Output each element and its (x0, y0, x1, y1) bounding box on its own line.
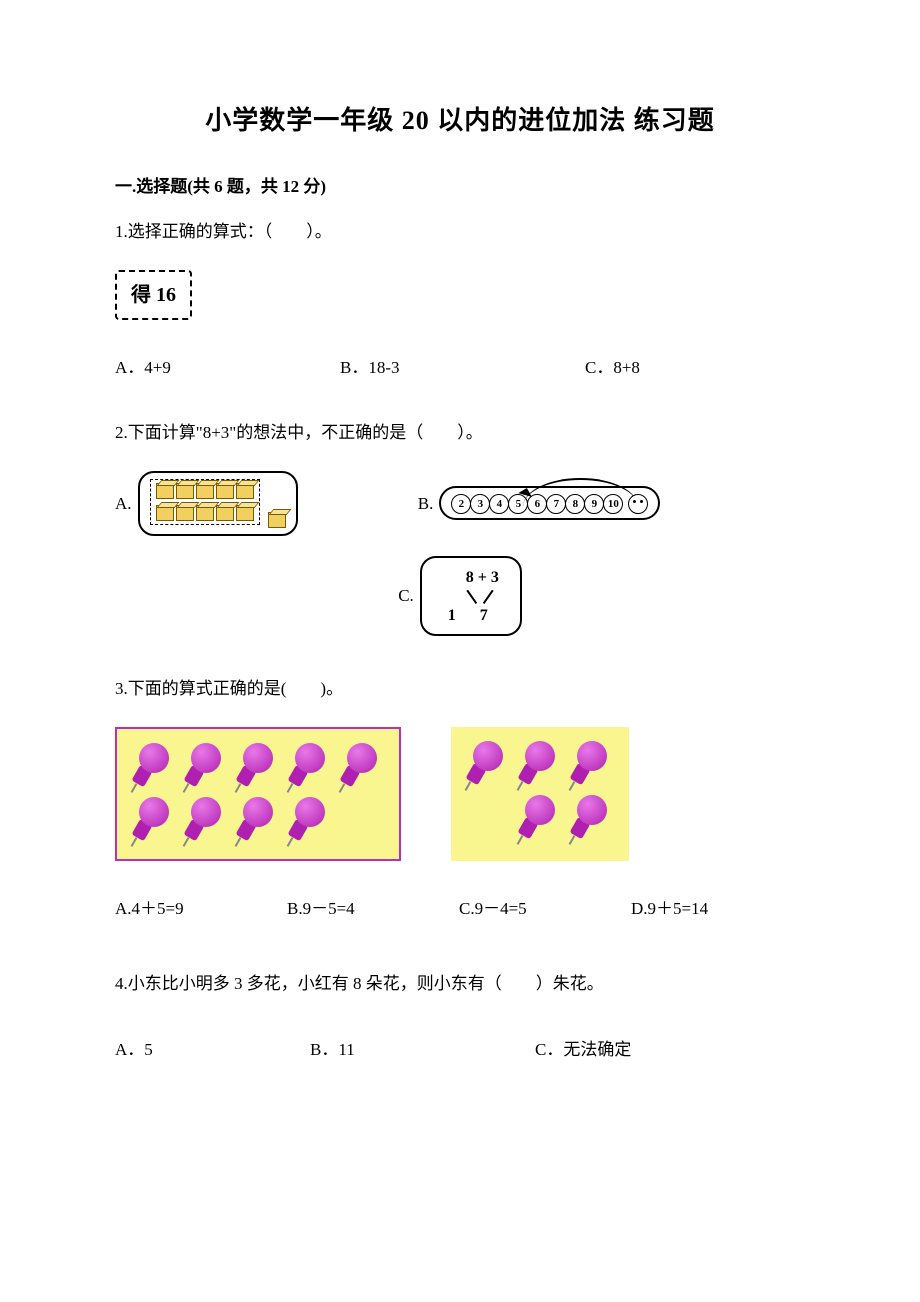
q4-option-a[interactable]: A．5 (115, 1037, 310, 1063)
q2-b-label: B. (418, 491, 434, 517)
q1-text: 1.选择正确的算式：（ ）。 (115, 219, 805, 245)
q3-option-d[interactable]: D.9＋5=14 (631, 896, 803, 922)
q1-option-b[interactable]: B．18-3 (340, 355, 585, 381)
split-diagram: 8 + 3 1 7 (420, 556, 522, 636)
pins-left (115, 727, 401, 861)
q2-c-label: C. (398, 583, 414, 609)
q1-result-box: 得 16 (115, 270, 192, 320)
q4-option-b[interactable]: B．11 (310, 1037, 535, 1063)
q1-options: A．4+9 B．18-3 C．8+8 (115, 355, 805, 381)
pins-right (451, 727, 629, 861)
question-1: 1.选择正确的算式：（ ）。 得 16 A．4+9 B．18-3 C．8+8 (115, 219, 805, 380)
q3-text: 3.下面的算式正确的是( )。 (115, 676, 805, 702)
split-top: 8 + 3 (442, 566, 500, 590)
question-4: 4.小东比小明多 3 多花，小红有 8 朵花，则小东有（ ）朱花。 A．5 B．… (115, 971, 805, 1062)
q2-options-row1: A. B. 2345678910 (115, 471, 805, 537)
q2-option-c[interactable]: C. 8 + 3 1 7 (398, 556, 522, 636)
q3-option-c[interactable]: C.9－4=5 (459, 896, 631, 922)
q3-option-b[interactable]: B.9－5=4 (287, 896, 459, 922)
q4-text: 4.小东比小明多 3 多花，小红有 8 朵花，则小东有（ ）朱花。 (115, 971, 805, 997)
q2-a-label: A. (115, 491, 132, 517)
q2-options-row2: C. 8 + 3 1 7 (115, 556, 805, 636)
q1-option-c[interactable]: C．8+8 (585, 355, 765, 381)
q2-text: 2.下面计算"8+3"的想法中，不正确的是（ ）。 (115, 420, 805, 446)
cubes-diagram (138, 471, 298, 537)
question-3: 3.下面的算式正确的是( )。 A.4＋5=9 B.9－5=4 C.9－4=5 … (115, 676, 805, 921)
q3-pins (115, 727, 805, 861)
page-title: 小学数学一年级 20 以内的进位加法 练习题 (115, 100, 805, 137)
q4-option-c[interactable]: C．无法确定 (535, 1037, 631, 1063)
q3-option-a[interactable]: A.4＋5=9 (115, 896, 287, 922)
question-2: 2.下面计算"8+3"的想法中，不正确的是（ ）。 A. B (115, 420, 805, 636)
split-bottom: 1 7 (442, 604, 500, 628)
section-header: 一.选择题(共 6 题，共 12 分) (115, 172, 805, 197)
q3-options: A.4＋5=9 B.9－5=4 C.9－4=5 D.9＋5=14 (115, 896, 805, 922)
numberline-diagram: 2345678910 (439, 486, 660, 520)
q2-option-a[interactable]: A. (115, 471, 298, 537)
q2-option-b[interactable]: B. 2345678910 (418, 486, 661, 520)
q4-options: A．5 B．11 C．无法确定 (115, 1037, 805, 1063)
q1-option-a[interactable]: A．4+9 (115, 355, 340, 381)
